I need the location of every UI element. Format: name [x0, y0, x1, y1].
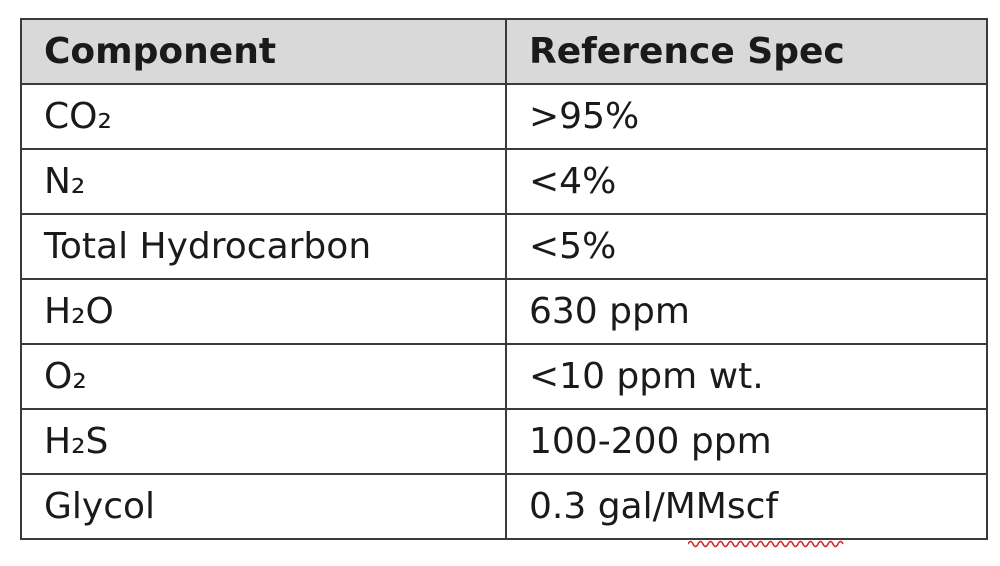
spec-table: Component Reference Spec CO₂ >95% N₂ <4% Tot… [20, 18, 988, 540]
header-row: Component Reference Spec [20, 18, 988, 85]
table-row: CO₂ >95% [20, 83, 988, 150]
table-row: H₂S 100-200 ppm [20, 408, 988, 475]
component-cell: H₂O [20, 278, 507, 345]
table-row: N₂ <4% [20, 148, 988, 215]
table-header: Component Reference Spec [20, 18, 988, 85]
component-cell: CO₂ [20, 83, 507, 150]
spellcheck-underline [688, 540, 844, 548]
component-cell: O₂ [20, 343, 507, 410]
table-row: Total Hydrocarbon <5% [20, 213, 988, 280]
component-cell: H₂S [20, 408, 507, 475]
spec-cell: <10 ppm wt. [505, 343, 988, 410]
table-row: O₂ <10 ppm wt. [20, 343, 988, 410]
spec-cell: >95% [505, 83, 988, 150]
header-cell: Reference Spec [505, 18, 988, 85]
component-cell: N₂ [20, 148, 507, 215]
spec-cell: 0.3 gal/MMscf [505, 473, 988, 540]
spec-cell: 630 ppm [505, 278, 988, 345]
spec-cell: <5% [505, 213, 988, 280]
table-row: Glycol 0.3 gal/MMscf [20, 473, 988, 540]
table-row: H₂O 630 ppm [20, 278, 988, 345]
header-cell: Component [20, 18, 507, 85]
component-cell: Glycol [20, 473, 507, 540]
spec-cell: <4% [505, 148, 988, 215]
spec-cell: 100-200 ppm [505, 408, 988, 475]
table-body: CO₂ >95% N₂ <4% Total Hydrocarbon <5% H₂O 630 p… [20, 83, 988, 540]
component-cell: Total Hydrocarbon [20, 213, 507, 280]
